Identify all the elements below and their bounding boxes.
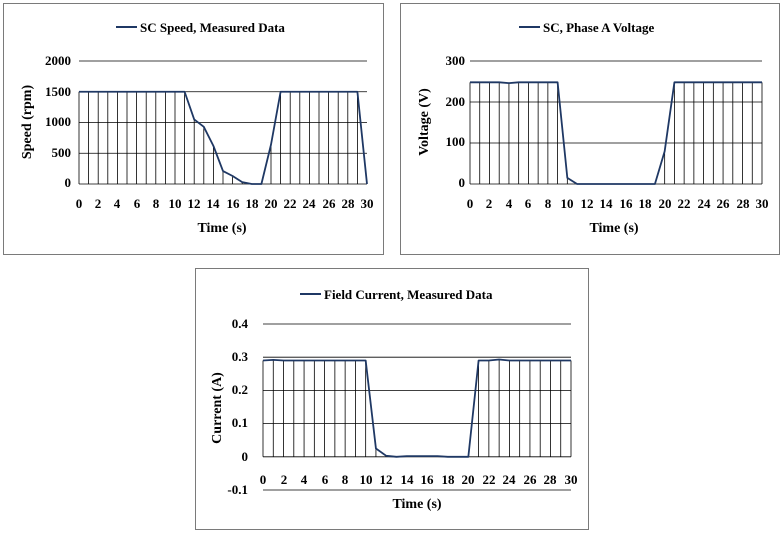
x-tick-label: 2 [95,196,102,211]
x-tick-label: 4 [301,472,308,487]
x-tick-label: 6 [525,196,532,211]
series-line [470,81,762,185]
current-x-axis-label: Time (s) [392,497,441,512]
current-y-axis-label: Current (A) [210,372,225,444]
voltage-chart-series [470,81,762,185]
x-tick-label: 28 [737,196,751,211]
x-tick-label: 8 [153,196,160,211]
voltage-chart-title: SC, Phase A Voltage [543,20,654,35]
x-tick-label: 0 [467,196,474,211]
speed-y-axis-label: Speed (rpm) [20,85,35,160]
x-tick-label: 12 [188,196,201,211]
x-tick-label: 0 [76,196,83,211]
x-tick-label: 4 [114,196,121,211]
x-tick-label: 10 [169,196,182,211]
x-tick-label: 14 [600,196,614,211]
voltage-chart-panel: SC, Phase A Voltage 300 200 100 0 0 2 4 … [400,3,780,255]
x-tick-label: 20 [462,472,475,487]
speed-x-axis-label: Time (s) [197,221,246,236]
voltage-x-tick-labels: 0 2 4 6 8 10 12 14 16 18 20 22 24 26 28 … [467,196,769,211]
x-tick-label: 8 [545,196,552,211]
x-tick-label: 16 [421,472,435,487]
x-tick-label: 16 [227,196,241,211]
voltage-y-axis-label: Voltage (V) [417,88,432,156]
current-y-tick-labels: 0.4 0.3 0.2 0.1 0 -0.1 [227,316,248,497]
current-chart-series [262,358,571,458]
current-chart-panel: Field Current, Measured Data 0.4 0.3 0.2… [195,268,589,530]
x-tick-label: 12 [380,472,393,487]
speed-chart: SC Speed, Measured Data 2000 1500 1000 5… [20,20,374,236]
x-tick-label: 28 [342,196,356,211]
voltage-y-tick-labels: 300 200 100 0 [446,53,466,190]
x-tick-label: 22 [483,472,496,487]
x-tick-label: 14 [207,196,221,211]
y-tick-label: 300 [446,53,466,68]
y-tick-label: 500 [52,145,72,160]
x-tick-label: 22 [678,196,691,211]
series-line [262,358,571,458]
current-chart-grid [262,323,572,491]
x-tick-label: 0 [260,472,267,487]
current-chart-title: Field Current, Measured Data [324,287,493,302]
x-tick-label: 14 [401,472,415,487]
voltage-x-axis-label: Time (s) [589,221,638,236]
x-tick-label: 28 [544,472,558,487]
y-tick-label: 0 [459,175,466,190]
x-tick-label: 26 [717,196,731,211]
current-chart: Field Current, Measured Data 0.4 0.3 0.2… [210,287,578,512]
x-tick-label: 20 [659,196,672,211]
x-tick-label: 2 [486,196,493,211]
x-tick-label: 4 [506,196,513,211]
y-tick-label: 1500 [45,84,71,99]
voltage-chart: SC, Phase A Voltage 300 200 100 0 0 2 4 … [417,20,769,236]
x-tick-label: 18 [246,196,260,211]
x-tick-label: 26 [323,196,337,211]
x-tick-label: 26 [524,472,538,487]
x-tick-label: 30 [361,196,374,211]
x-tick-label: 24 [303,196,317,211]
x-tick-label: 12 [581,196,594,211]
x-tick-label: 22 [284,196,297,211]
x-tick-label: 24 [698,196,712,211]
x-tick-label: 10 [360,472,373,487]
speed-chart-panel: SC Speed, Measured Data 2000 1500 1000 5… [3,3,384,255]
series-line [79,90,368,185]
y-tick-label: 0.1 [232,415,248,430]
x-tick-label: 10 [561,196,574,211]
y-tick-label: 0.3 [232,349,249,364]
speed-chart-title: SC Speed, Measured Data [140,20,285,35]
current-x-tick-labels: 0 2 4 6 8 10 12 14 16 18 20 22 24 26 28 … [260,472,578,487]
y-tick-label: 100 [446,134,466,149]
x-tick-label: 8 [342,472,349,487]
y-tick-label: 0 [242,449,249,464]
x-tick-label: 6 [134,196,141,211]
x-tick-label: 18 [639,196,653,211]
x-tick-label: 16 [620,196,634,211]
x-tick-label: 6 [322,472,329,487]
y-tick-label: 2000 [45,53,71,68]
x-tick-label: 18 [442,472,456,487]
x-tick-label: 2 [281,472,288,487]
x-tick-label: 30 [756,196,769,211]
x-tick-label: 24 [503,472,517,487]
speed-chart-series [79,90,368,185]
y-tick-label: 0.4 [232,316,249,331]
y-tick-label: 1000 [45,114,71,129]
x-tick-label: 20 [265,196,278,211]
y-tick-label: 0 [65,175,72,190]
y-tick-label: -0.1 [227,482,248,497]
speed-x-tick-labels: 0 2 4 6 8 10 12 14 16 18 20 22 24 26 28 … [76,196,374,211]
speed-chart-grid [78,60,367,185]
y-tick-label: 200 [446,94,466,109]
x-tick-label: 30 [565,472,578,487]
speed-y-tick-labels: 2000 1500 1000 500 0 [45,53,71,190]
y-tick-label: 0.2 [232,382,248,397]
voltage-chart-grid [469,60,763,185]
